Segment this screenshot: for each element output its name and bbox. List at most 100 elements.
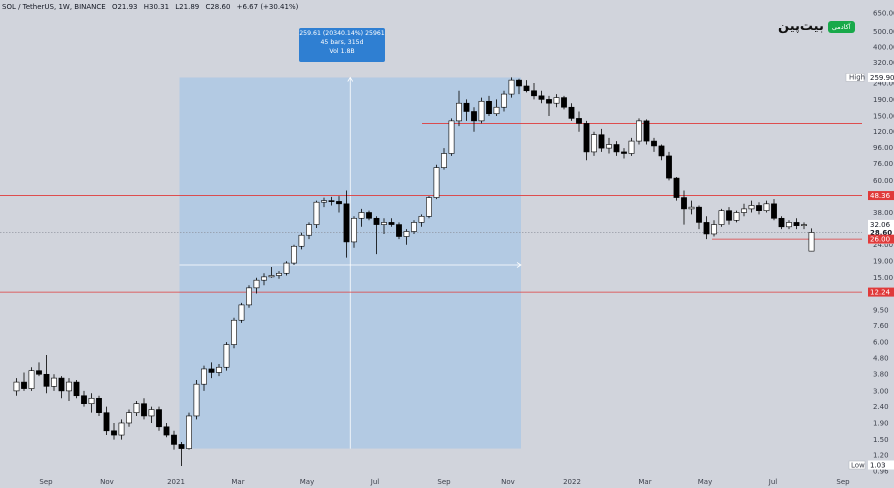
- candle: [426, 197, 432, 217]
- brand-logo: بیت‌پین آکادمی: [778, 19, 855, 34]
- price-tick-label: 150.00: [873, 112, 894, 120]
- candle: [223, 344, 230, 368]
- time-tick-label: 2021: [167, 478, 185, 486]
- measure-arrow-right: [516, 262, 522, 268]
- candle: [111, 430, 117, 436]
- candle: [651, 140, 657, 147]
- candle: [673, 177, 680, 198]
- ohlc-close: C28.60: [205, 3, 231, 11]
- candle: [643, 120, 650, 142]
- price-tick-label: 0.96: [873, 467, 889, 475]
- candle: [471, 111, 477, 122]
- candle: [411, 222, 417, 232]
- candle: [771, 203, 777, 219]
- symbol-header: SOL / TetherUS, 1W, BINANCE O21.93 H30.3…: [2, 3, 302, 11]
- candle: [756, 205, 762, 211]
- price-tick-label: 38.00: [873, 209, 893, 217]
- candle: [561, 97, 567, 108]
- candle: [441, 153, 447, 168]
- candle: [171, 434, 177, 445]
- candle: [43, 373, 50, 387]
- level-12-tag: 12.24: [870, 289, 891, 297]
- candle: [523, 85, 530, 92]
- measure-tooltip: 259.61 (20340.14%) 25961 45 bars, 315d V…: [299, 28, 385, 62]
- time-tick-label: Nov: [100, 478, 114, 486]
- price-tick-label: 15.00: [873, 274, 893, 282]
- candle: [463, 102, 470, 112]
- candle: [253, 279, 260, 289]
- candle: [763, 203, 770, 211]
- candle: [268, 275, 275, 278]
- current-price-tag: 28.60: [870, 229, 892, 237]
- measure-bars: 45 bars, 315d: [320, 39, 364, 46]
- candle: [448, 120, 455, 154]
- candle: [703, 222, 710, 235]
- candle: [126, 412, 132, 424]
- price-tick-label: 2.40: [873, 403, 889, 411]
- candle: [478, 100, 485, 122]
- price-tick-label: 320.00: [873, 59, 894, 67]
- candle: [403, 231, 410, 237]
- candle: [81, 395, 87, 404]
- time-tick-label: May: [300, 478, 314, 486]
- candle: [276, 272, 282, 276]
- measure-arrow-up: [347, 76, 354, 82]
- candle: [238, 304, 245, 321]
- brand-logo-badge: آکادمی: [827, 20, 855, 33]
- candle: [591, 134, 597, 153]
- candle: [283, 262, 290, 274]
- candle: [793, 222, 800, 226]
- candle: [298, 234, 305, 247]
- candle: [718, 210, 725, 225]
- candle: [748, 205, 755, 210]
- price-tick-label: 76.00: [873, 160, 893, 168]
- level-26-tag-box: [868, 234, 894, 244]
- candle: [801, 224, 807, 226]
- price-tick-label: 1.20: [873, 452, 889, 460]
- candle: [546, 99, 552, 104]
- price-tick-label: 500.00: [873, 28, 894, 36]
- price-tick-label: 19.00: [873, 258, 893, 266]
- candle: [291, 245, 297, 264]
- brand-logo-word: بیت‌پین: [778, 19, 824, 34]
- level-32-tag: 32.06: [870, 221, 891, 229]
- candle: [493, 106, 500, 115]
- low-label: Low: [851, 461, 865, 469]
- candle: [246, 287, 252, 306]
- candle: [568, 106, 575, 119]
- level-48-tag-box: [868, 191, 894, 201]
- price-tick-label: 1.50: [873, 436, 889, 444]
- candle: [163, 426, 170, 436]
- level-32-tag-box: [868, 219, 894, 229]
- candle: [313, 201, 320, 225]
- ohlc-change: +6.67 (+30.41%): [236, 3, 299, 11]
- candle: [186, 415, 192, 449]
- candle: [726, 210, 732, 221]
- candle: [358, 212, 365, 219]
- time-tick-label: Mar: [231, 478, 244, 486]
- candle: [636, 120, 642, 142]
- candle: [336, 201, 342, 205]
- candle: [613, 144, 620, 153]
- symbol-title[interactable]: SOL / TetherUS, 1W, BINANCE: [2, 3, 106, 11]
- price-tick-label: 3.00: [873, 387, 889, 395]
- candle: [711, 224, 717, 235]
- candle: [13, 381, 20, 392]
- price-tick-label: 4.80: [873, 354, 889, 362]
- candle: [201, 368, 207, 385]
- candle: [583, 123, 590, 153]
- price-tick-label: 120.00: [873, 128, 894, 136]
- candle: [306, 224, 312, 236]
- time-tick-label: Sep: [836, 478, 850, 486]
- candle: [538, 95, 545, 100]
- candle: [486, 100, 492, 115]
- ohlc-open: O21.93: [111, 3, 138, 11]
- candle: [156, 409, 162, 428]
- candle: [66, 381, 72, 392]
- candle: [508, 79, 515, 95]
- price-tick-label: 1.90: [873, 419, 889, 427]
- candle: [103, 412, 110, 432]
- price-tick-label: 24.00: [873, 241, 893, 249]
- price-tick-label: 240.00: [873, 79, 894, 87]
